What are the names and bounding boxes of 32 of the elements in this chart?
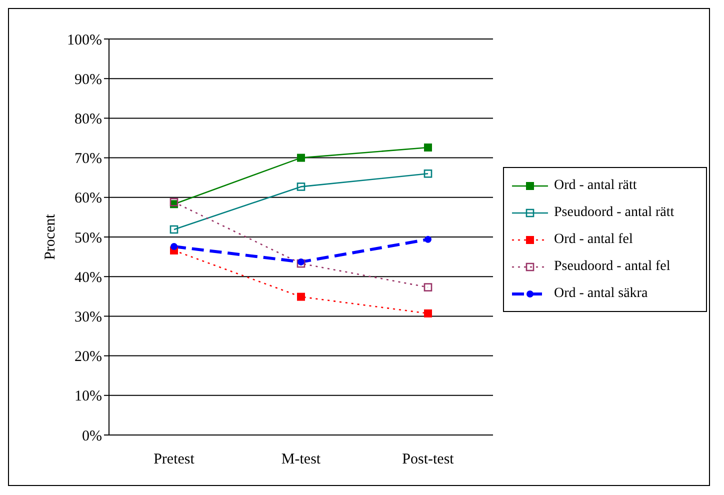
point bbox=[424, 169, 432, 178]
point bbox=[297, 292, 305, 301]
y-tick-label: 20% bbox=[74, 349, 102, 366]
y-tick-label: 80% bbox=[74, 112, 102, 128]
y-tick-label: 40% bbox=[74, 270, 102, 286]
point bbox=[297, 154, 305, 162]
y-tick-label: 90% bbox=[74, 72, 102, 88]
point bbox=[298, 258, 304, 266]
y-axis-title: Procent bbox=[42, 213, 58, 260]
point bbox=[424, 144, 432, 152]
x-tick-label: Post-test bbox=[402, 452, 455, 468]
point bbox=[170, 243, 178, 250]
y-tick-label: 60% bbox=[74, 190, 102, 207]
x-tick-label: M-test bbox=[281, 452, 322, 468]
point bbox=[424, 236, 432, 243]
point bbox=[296, 182, 306, 191]
legend-label: Ord - antal rätt bbox=[554, 178, 637, 194]
legend-label: Pseudoord - antal rätt bbox=[554, 204, 674, 220]
point bbox=[424, 309, 432, 318]
y-tick-label: 30% bbox=[74, 310, 102, 326]
point bbox=[296, 259, 306, 268]
legend-label: Pseudoord - antal fel bbox=[554, 258, 670, 274]
y-tick-label: 100% bbox=[67, 32, 102, 48]
y-tick-label: 70% bbox=[74, 151, 102, 168]
y-tick-label: 10% bbox=[74, 388, 102, 405]
point bbox=[170, 225, 178, 234]
y-tick-label: 0% bbox=[82, 428, 102, 444]
legend-label: Ord - antal säkra bbox=[554, 286, 648, 302]
point bbox=[424, 283, 432, 292]
legend-label: Ord - antal fel bbox=[554, 232, 633, 248]
y-tick-label: 50% bbox=[74, 230, 102, 246]
x-tick-label: Pretest bbox=[154, 452, 196, 468]
